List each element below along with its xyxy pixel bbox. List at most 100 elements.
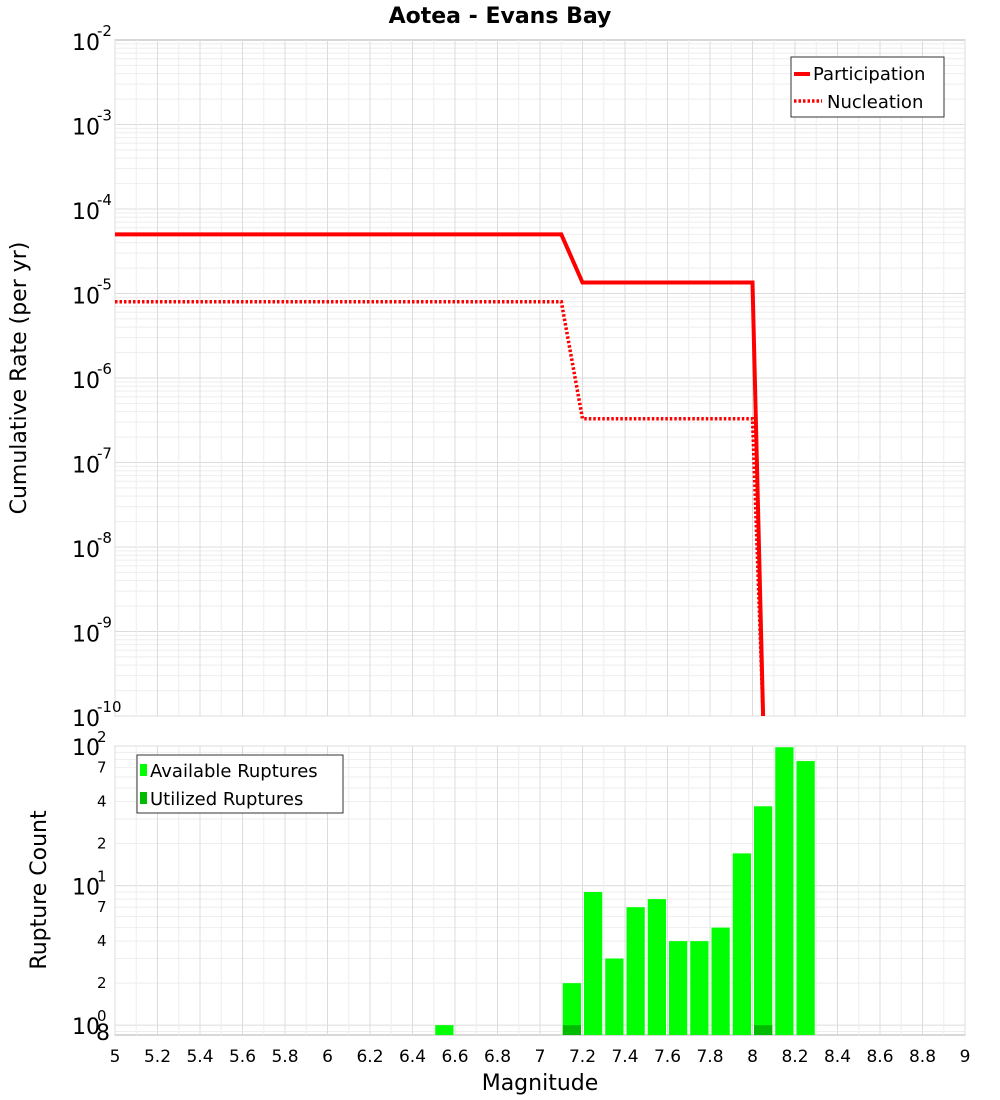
- utilized-ruptures-bar: [754, 1025, 773, 1035]
- rate-y-tick-base: 10: [72, 116, 100, 141]
- count-bars: [435, 747, 815, 1035]
- rate-y-tick-base: 10: [72, 200, 100, 225]
- magnitude-tick-label: 5.8: [271, 1047, 298, 1067]
- rate-y-tick-label: 10-7: [72, 445, 112, 479]
- rate-y-tick-base: 10: [72, 31, 100, 56]
- magnitude-tick-label: 7.6: [654, 1047, 681, 1067]
- available-ruptures-bar: [435, 1025, 454, 1035]
- count-legend-box: [136, 754, 344, 814]
- rate-y-tick-label: 10-8: [72, 529, 112, 563]
- count-y-tick-minor: 2: [97, 974, 107, 992]
- count-y-tick-label: 8: [96, 1021, 110, 1046]
- available-ruptures-bar: [562, 983, 581, 1035]
- count-y-tick-label: 4: [97, 932, 107, 950]
- rate-y-tick-exponent: -3: [97, 107, 112, 125]
- count-y-tick-exponent: 0: [97, 1007, 107, 1025]
- magnitude-tick-label: 7.2: [569, 1047, 596, 1067]
- magnitude-tick-label: 5.6: [229, 1047, 256, 1067]
- magnitude-tick-label: 5.2: [144, 1047, 171, 1067]
- rate-y-tick-base: 10: [72, 623, 100, 648]
- rate-y-axis-label: Cumulative Rate (per yr): [7, 242, 32, 515]
- legend-utilized-label: Utilized Ruptures: [150, 789, 303, 810]
- x-axis-label: Magnitude: [482, 1071, 599, 1096]
- magnitude-tick-label: 7.8: [696, 1047, 723, 1067]
- rate-panel: 10-210-310-410-510-610-710-810-910-10 Cu…: [7, 22, 966, 732]
- rate-y-tick-label: 10-5: [72, 276, 112, 310]
- magnitude-tick-label: 8.8: [909, 1047, 936, 1067]
- chart-title: Aotea - Evans Bay: [389, 4, 612, 29]
- count-y-tick-base: 10: [72, 876, 100, 901]
- rate-series: [115, 232, 766, 717]
- count-y-tick-minor: 2: [97, 835, 107, 853]
- magnitude-tick-labels: 5 5.2 5.4 5.6 5.8 6 6.2 6.4 6.6 6.8 7 7.2 7.4 7.6 7.8 8…: [110, 1047, 971, 1067]
- rate-y-tick-exponent: -9: [97, 614, 112, 632]
- count-gridlines: [114, 745, 966, 1035]
- available-ruptures-bar: [626, 907, 645, 1035]
- count-y-tick-minor: 4: [97, 932, 107, 950]
- available-ruptures-bar: [690, 941, 709, 1035]
- rate-y-tick-base: 10: [72, 285, 100, 310]
- magnitude-tick-label: 7: [535, 1047, 546, 1067]
- magnitude-tick-label: 6.6: [441, 1047, 468, 1067]
- legend-nucleation-label: Nucleation: [827, 92, 923, 113]
- rate-y-tick-base: 10: [72, 707, 100, 732]
- count-y-tick-exponent: 2: [97, 728, 107, 746]
- available-ruptures-bar: [647, 899, 666, 1035]
- rate-gridlines: [114, 40, 966, 717]
- rate-y-tick-exponent: -5: [97, 276, 112, 294]
- count-y-tick-exponent: 1: [97, 868, 107, 886]
- count-y-axis-label: Rupture Count: [27, 810, 52, 970]
- available-ruptures-bar: [754, 806, 773, 1035]
- series-line-nucleation: [115, 299, 765, 717]
- magnitude-tick-label: 6.8: [484, 1047, 511, 1067]
- rate-y-tick-base: 10: [72, 538, 100, 563]
- rate-y-tick-label: 10-3: [72, 107, 112, 141]
- series-line-participation: [115, 232, 766, 717]
- count-y-tick-label: 2: [97, 974, 107, 992]
- rate-legend: Participation Nucleation: [790, 56, 945, 118]
- count-y-tick-label: 101: [72, 868, 107, 901]
- count-y-tick-label: 2: [97, 835, 107, 853]
- rate-y-tick-label: 10-9: [72, 614, 112, 648]
- rate-y-tick-exponent: -2: [97, 22, 112, 40]
- rate-y-tick-base: 10: [72, 369, 100, 394]
- available-ruptures-bar: [605, 958, 624, 1035]
- magnitude-tick-label: 5: [110, 1047, 121, 1067]
- count-y-tick-label: 7: [97, 898, 107, 916]
- count-legend: Available Ruptures Utilized Ruptures: [136, 754, 344, 814]
- rate-y-tick-exponent: -4: [97, 191, 112, 209]
- magnitude-tick-label: 7.4: [611, 1047, 638, 1067]
- rate-y-tick-exponent: -10: [97, 698, 122, 716]
- count-y-tick-base: 10: [72, 736, 100, 761]
- legend-available-label: Available Ruptures: [150, 761, 318, 782]
- count-y-tick-minor: 4: [97, 793, 107, 811]
- rate-y-tick-exponent: -8: [97, 529, 112, 547]
- count-y-tick-base: 10: [72, 1015, 100, 1040]
- count-y-tick-label: 4: [97, 793, 107, 811]
- count-y-tick-label: 102: [72, 728, 107, 761]
- count-y-tick-label: 7: [97, 759, 107, 777]
- legend-available-swatch: [140, 764, 147, 776]
- magnitude-tick-label: 6.2: [356, 1047, 383, 1067]
- rate-y-tick-exponent: -6: [97, 360, 112, 378]
- rate-legend-box: [790, 56, 945, 118]
- count-y-tick-minor: 7: [97, 898, 107, 916]
- magnitude-tick-label: 6: [322, 1047, 333, 1067]
- magnitude-tick-label: 5.4: [186, 1047, 213, 1067]
- count-y-tick-minor: 8: [96, 1021, 110, 1046]
- rate-y-tick-labels: 10-210-310-410-510-610-710-810-910-10: [72, 22, 122, 732]
- count-y-tick-label: 100: [72, 1007, 107, 1040]
- available-ruptures-bar: [584, 891, 603, 1035]
- magnitude-tick-label: 6.4: [399, 1047, 426, 1067]
- utilized-ruptures-bar: [562, 1025, 581, 1035]
- magnitude-tick-label: 8.2: [781, 1047, 808, 1067]
- rate-y-tick-base: 10: [72, 454, 100, 479]
- count-y-tick-minor: 7: [97, 759, 107, 777]
- available-ruptures-bar: [796, 761, 815, 1035]
- magnitude-tick-label: 8.6: [866, 1047, 893, 1067]
- rate-y-tick-label: 10-10: [72, 698, 122, 732]
- rate-y-tick-label: 10-6: [72, 360, 112, 394]
- magnitude-tick-label: 9: [960, 1047, 971, 1067]
